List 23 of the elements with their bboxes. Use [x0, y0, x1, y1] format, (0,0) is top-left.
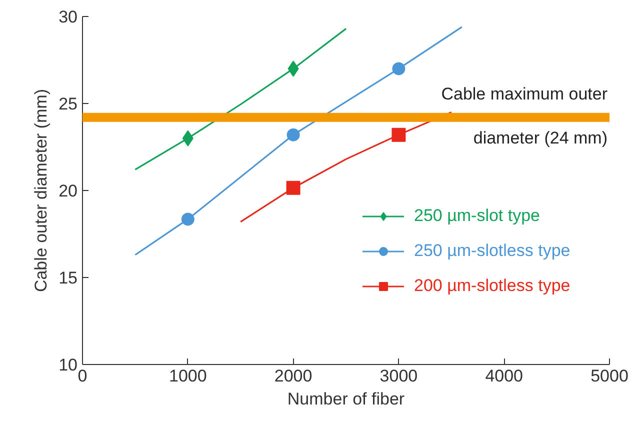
y-tick-label: 30: [58, 8, 78, 26]
x-tick-label: 1000: [168, 366, 207, 386]
x-tick-label: 0: [78, 366, 88, 386]
point: [286, 180, 300, 195]
legend-label: 250 µm-slotless type: [414, 241, 570, 261]
text: Cable maximum outer diameter (24 mm): [441, 84, 608, 148]
line-series: [134, 28, 347, 170]
x-axis-title: Number of fiber: [287, 390, 405, 408]
point: [181, 212, 194, 226]
x-tick-label: 5000: [590, 366, 628, 386]
x-tick-label: 2000: [274, 366, 312, 386]
point: [286, 128, 300, 142]
legend-label: 250 µm-slot type: [414, 206, 540, 226]
y-tick-label: 20: [58, 182, 78, 200]
x-tick-label: 3000: [380, 366, 418, 386]
y-axis-title: Cable outer diameter (mm): [32, 88, 51, 292]
legend-label: 200 µm-slotless type: [414, 276, 570, 296]
y-tick-label: 10: [58, 356, 78, 374]
y-tick-label: 25: [58, 94, 78, 114]
x-tick-label: 4000: [485, 366, 524, 386]
point: [392, 128, 406, 142]
point: [392, 62, 406, 76]
y-tick-label: 15: [58, 268, 78, 288]
